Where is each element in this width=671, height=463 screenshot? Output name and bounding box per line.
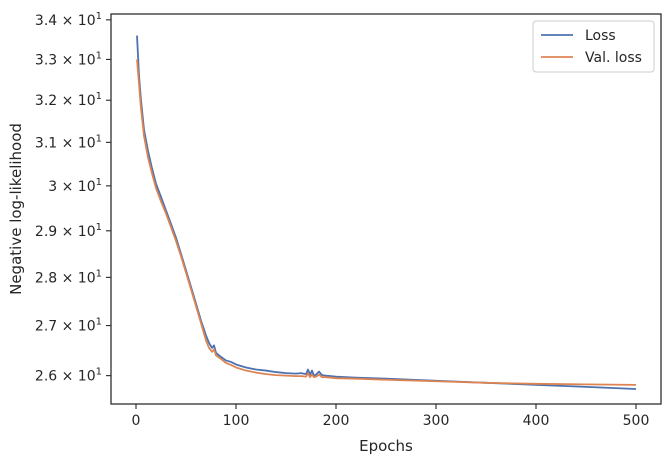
y-tick-label: 3.1 × 101: [35, 133, 102, 151]
x-tick-label: 300: [423, 413, 450, 429]
x-tick-label: 500: [623, 413, 650, 429]
y-tick-label: 3.4 × 101: [35, 11, 102, 29]
x-axis-label: Epochs: [359, 437, 413, 455]
x-axis: 0 100 200 300 400 500: [132, 404, 650, 429]
legend-label-val-loss: Val. loss: [585, 50, 642, 66]
y-axis: 2.6 × 101 2.7 × 101 2.8 × 101 2.9 × 101 3 × …: [35, 11, 111, 385]
y-tick-label: 2.8 × 101: [35, 268, 102, 286]
plot-frame: [110, 13, 662, 405]
y-tick-label: 2.6 × 101: [35, 367, 102, 385]
y-tick-label: 2.7 × 101: [35, 317, 102, 335]
y-tick-label: 3.3 × 101: [35, 50, 102, 68]
x-tick-label: 0: [132, 413, 141, 429]
x-tick-label: 400: [523, 413, 550, 429]
series-line-loss: [136, 35, 637, 390]
legend: Loss Val. loss: [532, 20, 655, 73]
x-tick-label: 200: [323, 413, 350, 429]
y-tick-label: 3.2 × 101: [35, 91, 102, 109]
y-tick-label: 2.9 × 101: [35, 222, 102, 240]
legend-box: [532, 20, 655, 73]
series-line-val-loss: [136, 59, 637, 386]
y-axis-label: Negative log-likelihood: [7, 123, 25, 295]
legend-label-loss: Loss: [585, 28, 616, 44]
series-group: [136, 35, 637, 390]
x-tick-label: 100: [223, 413, 250, 429]
y-tick-label: 3 × 101: [48, 177, 102, 195]
